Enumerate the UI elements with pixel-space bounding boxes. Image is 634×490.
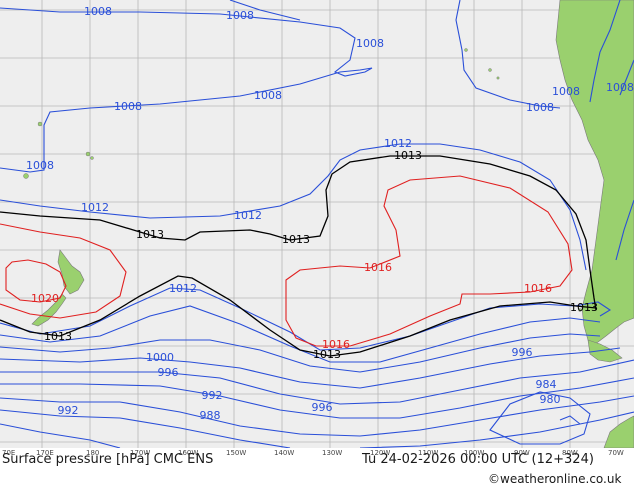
- isobar-label: 1008: [226, 9, 254, 22]
- isobar-label: 1012: [81, 201, 109, 214]
- lon-label: 180: [86, 449, 100, 457]
- lon-label: 120W: [370, 449, 391, 457]
- copyright-text: ©weatheronline.co.uk: [488, 472, 622, 486]
- isobar-label: 1013: [136, 228, 164, 241]
- lon-label: 170E: [36, 449, 54, 457]
- lon-label: 110W: [418, 449, 439, 457]
- isobar-label: 1013: [282, 233, 310, 246]
- isobar-label: 1008: [356, 37, 384, 50]
- lon-label: 150W: [226, 449, 247, 457]
- isobar-label: 1000: [146, 351, 174, 364]
- isobar-label: 1016: [322, 338, 350, 351]
- isobar-label: 1008: [84, 5, 112, 18]
- lon-label: 70E: [2, 449, 16, 457]
- lon-label: 140W: [274, 449, 295, 457]
- map-title: Surface pressure [hPa] CMC ENS: [2, 452, 214, 467]
- isobar-label: 1008: [114, 100, 142, 113]
- isobar-label: 1012: [234, 209, 262, 222]
- graticule: [0, 0, 634, 448]
- forecast-datetime: Tu 24-02-2026 00:00 UTC (12+324): [362, 452, 594, 467]
- lon-label: 70W: [608, 449, 624, 457]
- tierra-del-fuego-land: [587, 339, 623, 363]
- ocean-background: [0, 0, 634, 448]
- lon-label: 130W: [322, 449, 343, 457]
- isobar-label: 1012: [169, 282, 197, 295]
- lon-label: 80W: [562, 449, 578, 457]
- isobar-label: 1008: [526, 101, 554, 114]
- south-america-land: [555, 0, 634, 347]
- isobar-label: 1013: [313, 348, 341, 361]
- isobar-label: 1012: [384, 137, 412, 150]
- isobar-label: 988: [200, 409, 221, 422]
- isobar-label: 996: [158, 366, 179, 379]
- footer-bar: Surface pressure [hPa] CMC ENS Tu 24-02-…: [0, 448, 634, 490]
- lon-label: 100W: [464, 449, 485, 457]
- isobar-label: 1013: [570, 301, 598, 314]
- isobar-label: 996: [312, 401, 333, 414]
- isobars-low: [0, 0, 634, 449]
- isobar-labels: 1008 1008 1008 1008 1008 1008 1008 1008 …: [26, 5, 634, 422]
- lon-label: 90W: [514, 449, 530, 457]
- isobar-label: 1013: [394, 149, 422, 162]
- isobar-label: 1020: [31, 292, 59, 305]
- isobar-label: 1008: [254, 89, 282, 102]
- isobar-label: 992: [58, 404, 79, 417]
- isobar-label: 1008: [606, 81, 634, 94]
- weather-map: 1008 1008 1008 1008 1008 1008 1008 1008 …: [0, 0, 634, 449]
- isobar-label: 1008: [552, 85, 580, 98]
- isobar-label: 980: [540, 393, 561, 406]
- isobar-label: 1013: [44, 330, 72, 343]
- lon-label: 170W: [130, 449, 151, 457]
- isobar-label: 1008: [26, 159, 54, 172]
- pacific-islands: [23, 48, 582, 312]
- isobar-label: 992: [202, 389, 223, 402]
- isobar-label: 1016: [364, 261, 392, 274]
- isobars-high: [0, 175, 573, 347]
- new-zealand-south-island: [31, 293, 67, 327]
- isobar-label: 996: [512, 346, 533, 359]
- isobars-1013: [0, 155, 597, 357]
- lon-label: 160W: [178, 449, 199, 457]
- isobar-label: 984: [536, 378, 557, 391]
- isobar-label: 1016: [524, 282, 552, 295]
